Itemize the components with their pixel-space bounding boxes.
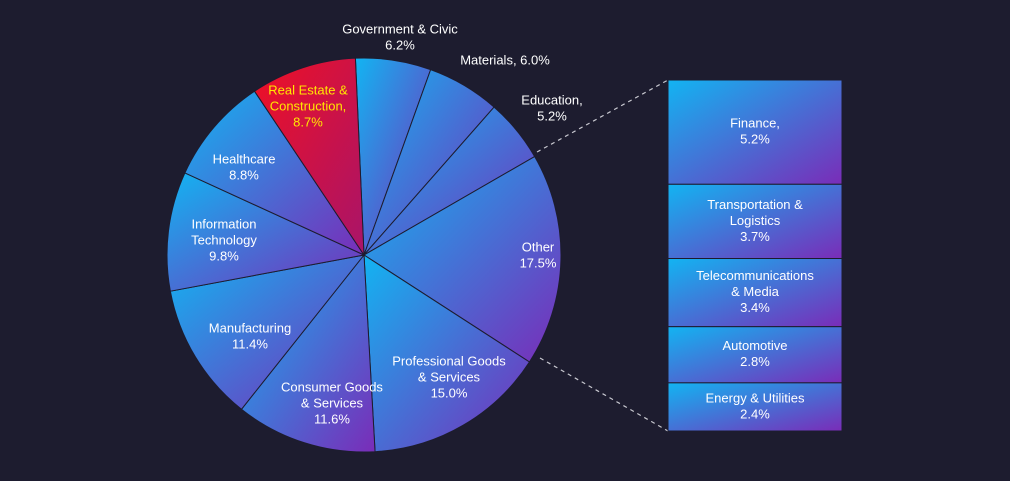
pie-slice-manufacturing[interactable]	[169, 254, 366, 410]
slice-label-education-line-2: 5.2%	[537, 108, 567, 123]
slice-label-real-estate-construction-line-2: Construction,	[270, 98, 347, 113]
slice-label-consumer-goods-services-line-2: & Services	[301, 395, 364, 410]
slice-label-other-line-2: 17.5%	[520, 255, 557, 270]
pie-slice-professional-goods-services[interactable]	[363, 254, 531, 453]
breakdown-segment-transportation-logistics[interactable]	[667, 183, 843, 260]
slice-label-consumer-goods-services-line-1: Consumer Goods	[281, 379, 383, 394]
slice-label-consumer-goods-services-line-3: 11.6%	[314, 411, 350, 426]
slice-label-information-technology-line-2: Technology	[191, 232, 257, 247]
slice-label-materials-line-1: Materials, 6.0%	[460, 52, 550, 67]
breakdown-bar: Finance,5.2% Transportation &Logistics3.7…	[667, 79, 843, 432]
slice-label-real-estate-construction-line-1: Real Estate &	[268, 82, 348, 97]
pie-slice-healthcare[interactable]	[184, 90, 366, 257]
pie-slice-other[interactable]	[363, 155, 562, 363]
breakdown-label-energy-utilities-line-2: 2.4%	[740, 406, 770, 421]
connector-line-top	[536, 79, 669, 153]
slice-label-education-line-1: Education,	[521, 92, 582, 107]
slice-label-government-civic-line-1: Government & Civic	[342, 21, 458, 36]
breakdown-segment-telecommunications-media[interactable]	[667, 258, 843, 328]
breakdown-label-automotive-line-1: Automotive	[722, 338, 787, 353]
breakdown-segment-automotive[interactable]	[667, 326, 843, 384]
breakdown-label-finance-line-1: Finance,	[730, 116, 780, 131]
breakdown-segment-finance[interactable]	[667, 79, 843, 185]
slice-label-professional-goods-services-line-2: & Services	[418, 369, 481, 384]
slice-label-professional-goods-services-line-1: Professional Goods	[392, 353, 506, 368]
slice-label-information-technology-line-3: 9.8%	[209, 248, 239, 263]
slice-label-government-civic-line-2: 6.2%	[385, 37, 415, 52]
breakdown-label-finance-line-2: 5.2%	[740, 132, 770, 147]
pie-slice-real-estate-construction[interactable]	[253, 57, 365, 257]
slice-label-professional-goods-services-line-3: 15.0%	[431, 385, 468, 400]
slice-label-real-estate-construction-line-3: 8.7%	[293, 114, 323, 129]
slice-label-manufacturing-line-1: Manufacturing	[209, 320, 291, 335]
breakdown-label-transportation-logistics-line-1: Transportation &	[707, 197, 803, 212]
slice-label-information-technology-line-1: Information	[191, 216, 256, 231]
connector-line-bottom	[539, 357, 669, 432]
slice-label-healthcare-line-1: Healthcare	[213, 151, 276, 166]
breakdown-label-transportation-logistics-line-2: Logistics	[730, 213, 781, 228]
slice-label-other-line-1: Other	[522, 239, 555, 254]
breakdown-label-telecommunications-media-line-3: 3.4%	[740, 300, 770, 315]
connector-lines	[536, 79, 669, 432]
main-pie	[166, 57, 562, 453]
pie-slice-information-technology[interactable]	[166, 172, 366, 292]
breakdown-label-energy-utilities-line-1: Energy & Utilities	[706, 390, 805, 405]
breakdown-label-automotive-line-2: 2.8%	[740, 354, 770, 369]
slice-label-healthcare-line-2: 8.8%	[229, 167, 259, 182]
pie-slice-consumer-goods-services[interactable]	[240, 253, 376, 453]
breakdown-label-telecommunications-media-line-1: Telecommunications	[696, 268, 814, 283]
breakdown-label-transportation-logistics-line-3: 3.7%	[740, 229, 770, 244]
slice-label-manufacturing-line-2: 11.4%	[232, 336, 268, 351]
breakdown-label-telecommunications-media-line-2: & Media	[731, 284, 779, 299]
breakdown-segment-energy-utilities[interactable]	[667, 382, 843, 432]
